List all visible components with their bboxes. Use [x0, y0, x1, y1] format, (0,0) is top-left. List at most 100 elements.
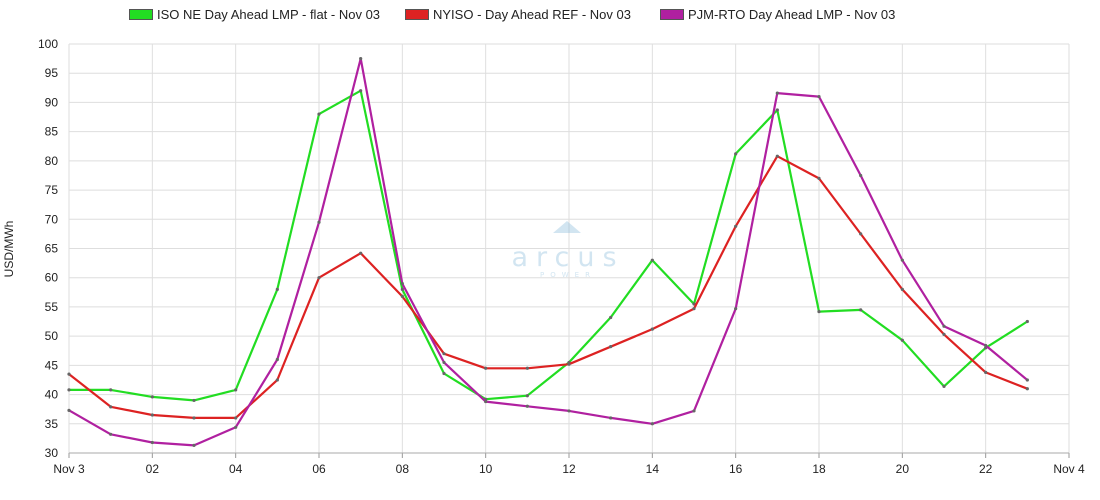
series-0-point [650, 258, 654, 262]
y-tick-label: 70 [45, 212, 59, 226]
series-1-point [317, 276, 321, 280]
series-lines [67, 57, 1029, 448]
x-tick-label: 16 [729, 462, 743, 476]
y-tick-label: 50 [45, 329, 59, 343]
series-2-point [442, 360, 446, 365]
y-axis-label: USD/MWh [2, 221, 16, 278]
series-0-point [150, 395, 154, 399]
series-2-point [900, 258, 904, 262]
watermark-logo-icon [553, 221, 581, 233]
series-1-point [1025, 387, 1029, 391]
series-0-point [400, 287, 404, 291]
series-line-1 [67, 155, 1029, 419]
watermark-subtext: POWER [540, 271, 596, 279]
x-tick-label: 18 [812, 462, 826, 476]
series-1-point [984, 370, 988, 374]
series-2-point [484, 399, 488, 404]
series-2-point [859, 173, 863, 178]
legend-label-pjm: PJM-RTO Day Ahead LMP - Nov 03 [688, 7, 896, 22]
x-tick-label: Nov 3 [53, 462, 85, 476]
series-1-point [900, 287, 904, 291]
series-0-point [734, 152, 738, 156]
y-tick-label: 45 [45, 358, 59, 372]
legend-item-iso-ne[interactable]: ISO NE Day Ahead LMP - flat - Nov 03 [129, 7, 380, 22]
series-1-point [67, 372, 71, 376]
series-0-point [109, 388, 113, 392]
series-0-point [859, 308, 863, 312]
x-tick-label: 12 [562, 462, 576, 476]
axes [68, 452, 1070, 458]
series-1-point [109, 405, 113, 409]
series-1-point [234, 416, 238, 420]
y-tick-label: 35 [45, 417, 59, 431]
series-0-point [359, 89, 363, 93]
x-tick-label: Nov 4 [1053, 462, 1085, 476]
series-1-point [859, 232, 863, 236]
x-tick-label: 08 [396, 462, 410, 476]
series-0-point [1025, 319, 1029, 324]
grid-lines [68, 43, 1070, 454]
series-0-point [900, 338, 904, 342]
series-1-point [359, 251, 363, 255]
series-1-point [400, 294, 404, 299]
x-tick-label: 10 [479, 462, 493, 476]
x-tick-label: 14 [646, 462, 660, 476]
y-tick-label: 60 [45, 271, 59, 285]
y-tick-label: 80 [45, 154, 59, 168]
series-line-0 [67, 89, 1029, 402]
series-2-point [67, 408, 71, 412]
series-0-point [275, 287, 279, 291]
series-2-point [400, 281, 404, 286]
legend: ISO NE Day Ahead LMP - flat - Nov 03 NYI… [0, 7, 1100, 27]
y-tick-label: 90 [45, 95, 59, 109]
y-tick-label: 30 [45, 446, 59, 460]
y-tick-label: 40 [45, 388, 59, 402]
series-2-point [942, 324, 946, 328]
series-0-point [525, 394, 529, 398]
x-tick-label: 20 [896, 462, 910, 476]
y-tick-label: 85 [45, 125, 59, 139]
y-tick-label: 95 [45, 66, 59, 80]
series-1-point [942, 332, 946, 336]
series-2-point [984, 343, 988, 348]
x-tick-label: 02 [146, 462, 160, 476]
series-0-point [442, 371, 446, 376]
series-1-point [275, 378, 279, 382]
series-2-point [650, 422, 654, 426]
series-0-point [609, 315, 613, 320]
x-tick-label: 22 [979, 462, 993, 476]
series-1-point [525, 366, 529, 370]
series-0-point [192, 398, 196, 403]
series-2-point [609, 416, 613, 420]
y-tick-label: 55 [45, 300, 59, 314]
series-1-point [442, 352, 446, 356]
y-tick-label: 100 [38, 37, 58, 51]
series-0-point [317, 112, 321, 116]
series-1-point [484, 366, 488, 370]
series-2-point [109, 432, 113, 436]
legend-label-iso-ne: ISO NE Day Ahead LMP - flat - Nov 03 [157, 7, 381, 22]
x-tick-label: 04 [229, 462, 243, 476]
series-1-point [692, 307, 696, 311]
series-0-point [67, 388, 71, 392]
series-1-point [775, 154, 779, 158]
watermark-text: arcus [511, 242, 624, 273]
x-axis-ticks: Nov 3 02 04 06 08 10 12 14 16 18 20 22 Nov 4 [53, 462, 1085, 476]
legend-swatch-pjm [660, 9, 684, 20]
y-axis-ticks: 30 35 40 45 50 55 60 65 70 75 80 85 90 95 100 [38, 37, 58, 460]
series-2-point [275, 357, 279, 362]
series-1-point [192, 416, 196, 420]
series-2-point [692, 409, 696, 413]
series-2-point [192, 443, 196, 448]
legend-item-pjm[interactable]: PJM-RTO Day Ahead LMP - Nov 03 [660, 7, 895, 22]
series-2-point [775, 91, 779, 95]
series-2-point [525, 404, 529, 408]
series-1-point [650, 327, 654, 331]
series-1-point [817, 176, 821, 180]
x-tick-label: 06 [312, 462, 326, 476]
series-2-point [317, 220, 321, 224]
legend-item-nyiso[interactable]: NYISO - Day Ahead REF - Nov 03 [405, 7, 631, 22]
legend-swatch-iso-ne [129, 9, 153, 20]
legend-swatch-nyiso [405, 9, 429, 20]
